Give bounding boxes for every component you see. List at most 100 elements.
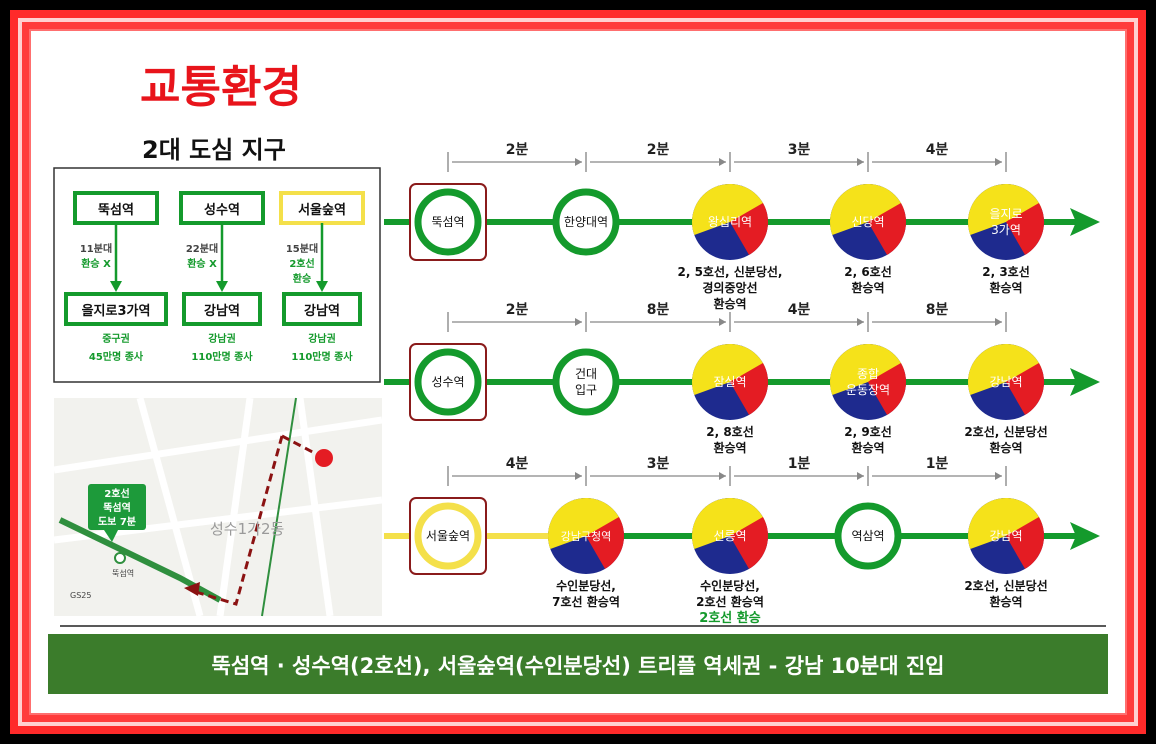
route-arrowhead (1070, 522, 1100, 550)
station-ring (552, 348, 620, 416)
taeguk-yellow (968, 184, 1042, 235)
ruler-arrowhead (719, 318, 726, 326)
destination-station-box (64, 292, 168, 326)
station-name: 성수역 (431, 375, 464, 389)
station-note: 환승역 (851, 280, 884, 295)
area-label: 강남권 (208, 332, 236, 345)
station-name: 운동장역 (846, 383, 890, 397)
area-label: 중구권 (102, 333, 130, 345)
station-name: 강남역 (989, 375, 1022, 389)
origin-station-box (179, 191, 265, 225)
map-gs-label: GS25 (70, 591, 91, 600)
taeguk-red-arc (1006, 363, 1044, 415)
station-name: 종합 (857, 367, 879, 381)
station-name: 뚝섬역 (431, 215, 464, 229)
station-note: 2, 8호선 (706, 424, 754, 439)
route-arrowhead (1070, 208, 1100, 236)
map-road (136, 397, 204, 617)
taeguk-red-arc (586, 517, 624, 569)
origin-station-label: 성수역 (204, 202, 240, 218)
station-note: 환승역 (989, 280, 1022, 295)
station-name: 역삼역 (851, 529, 884, 543)
station-note: 2호선, 신분당선 (964, 578, 1047, 593)
station-ring (414, 502, 482, 570)
segment-time: 2분 (506, 302, 529, 318)
station-name: 선릉역 (713, 529, 746, 543)
ruler-arrowhead (857, 472, 864, 480)
station-note: 2호선, 신분당선 (964, 424, 1047, 439)
segment-time: 4분 (506, 456, 529, 472)
station-note: 환승역 (713, 296, 746, 311)
segment-time: 3분 (647, 456, 670, 472)
origin-station-label: 서울숲역 (298, 202, 346, 218)
area-label: 강남권 (308, 332, 336, 345)
destination-station-label: 을지로3가역 (82, 303, 151, 319)
station-note: 환승역 (989, 440, 1022, 455)
destination-station-label: 강남역 (204, 303, 240, 319)
station-name: 을지로 (989, 207, 1022, 221)
station-note: 환승역 (851, 440, 884, 455)
taeguk-yellow (968, 498, 1042, 549)
station-name: 강남역 (989, 529, 1022, 543)
banner-box (48, 634, 1108, 694)
segment-time: 1분 (788, 456, 811, 472)
comparison-arrowhead (316, 281, 328, 292)
taeguk-red-arc (1006, 203, 1044, 255)
page-title: 교통환경 (140, 62, 302, 113)
banner-text: 뚝섬역 · 성수역(2호선), 서울숲역(수인분당선) 트리플 역세권 - 강남… (212, 654, 945, 678)
station-marker (114, 552, 126, 564)
comparison-arrowhead (110, 281, 122, 292)
travel-note: 환승 X (81, 257, 111, 270)
origin-station-label: 뚝섬역 (98, 202, 134, 218)
map-station-label: 뚝섬역 (112, 568, 134, 578)
map-stream (261, 397, 297, 617)
callout-walk-time: 도보 7분 (98, 516, 136, 528)
station-note: 2, 3호선 (982, 264, 1030, 279)
station-name: 3가역 (991, 223, 1021, 237)
ruler-arrowhead (995, 472, 1002, 480)
comparison-arrowhead (216, 281, 228, 292)
page-subtitle: 2대 도심 지구 (142, 136, 286, 164)
workers-label: 45만명 종사 (89, 350, 144, 363)
map-road (53, 416, 383, 474)
ruler-arrowhead (719, 472, 726, 480)
destination-station-label: 강남역 (304, 303, 340, 319)
taeguk-yellow (968, 344, 1042, 395)
station-note: 환승역 (713, 440, 746, 455)
destination-station-box (182, 292, 262, 326)
station-note: 수인분당선, (556, 578, 616, 593)
segment-time: 3분 (788, 142, 811, 158)
ruler-arrowhead (575, 318, 582, 326)
station-note: 경의중앙선 (702, 280, 757, 295)
taeguk-yellow (830, 184, 904, 235)
route-arrowhead (1070, 368, 1100, 396)
ruler-arrowhead (857, 158, 864, 166)
taeguk-yellow (692, 184, 766, 235)
station-ring (552, 188, 620, 256)
map-road (296, 397, 334, 617)
segment-time: 4분 (926, 142, 949, 158)
ruler-arrowhead (575, 158, 582, 166)
segment-time: 4분 (788, 302, 811, 318)
map-district-label: 성수1가2동 (210, 520, 284, 538)
station-name: 왕십리역 (708, 215, 752, 229)
station-note: 수인분당선, (700, 578, 760, 593)
map-road (216, 397, 254, 617)
station-ring (414, 188, 482, 256)
destination-station-box (282, 292, 362, 326)
callout-station-label: 뚝섬역 (103, 501, 131, 514)
station-name: 잠실역 (713, 375, 746, 389)
station-note: 2호선 환승 (699, 610, 760, 626)
taeguk-red-arc (730, 363, 768, 415)
station-note: 2, 9호선 (844, 424, 892, 439)
callout-line-label: 2호선 (104, 487, 129, 500)
taeguk-red-arc (730, 203, 768, 255)
station-name: 건대 (575, 367, 597, 381)
station-name: 서울숲역 (426, 529, 470, 543)
